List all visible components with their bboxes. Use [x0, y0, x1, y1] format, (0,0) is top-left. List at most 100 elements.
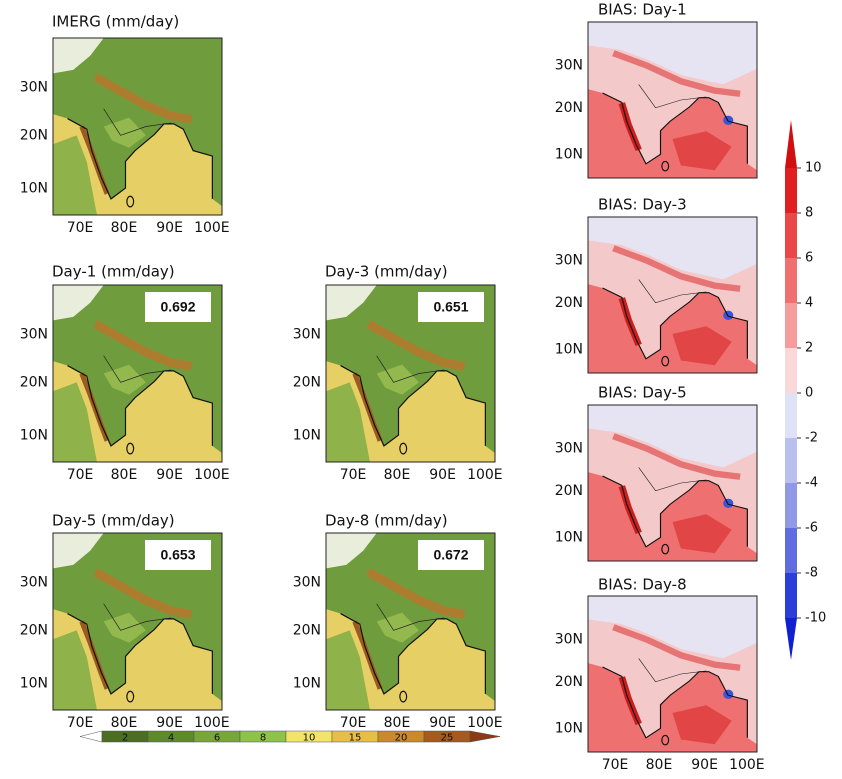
lon-label: 90E: [156, 467, 183, 483]
colorbar-segment: [785, 213, 797, 258]
score: 0.651: [433, 299, 468, 315]
lat-label: 10N: [20, 427, 48, 443]
panel-title: BIAS: Day-3: [598, 196, 687, 214]
colorbar-label: 6: [214, 733, 220, 744]
map-bias: [588, 22, 757, 178]
lat-label: 30N: [20, 327, 48, 343]
colorbar-label: 8: [805, 206, 813, 221]
lon-label: 90E: [429, 467, 456, 483]
lat-label: 20N: [293, 374, 321, 390]
lat-label: 30N: [293, 327, 321, 343]
lat-label: 30N: [293, 575, 321, 591]
lat-label: 20N: [20, 127, 48, 143]
panel-title: Day-5 (mm/day): [52, 512, 175, 530]
lat-label: 10N: [555, 342, 583, 358]
colorbar-segment: [785, 303, 797, 348]
lat-label: 10N: [293, 427, 321, 443]
colorbar-label: 10: [303, 733, 316, 744]
colorbar-label: -4: [805, 476, 818, 491]
lon-label: 70E: [340, 715, 367, 731]
lon-label: 100E: [467, 467, 503, 483]
lat-label: 10N: [555, 530, 583, 546]
colorbar-arrow: [785, 120, 797, 168]
map-frame: [52, 532, 223, 711]
lon-label: 100E: [729, 757, 765, 773]
colorbar-segment: [785, 168, 797, 213]
colorbar-arrow: [785, 618, 797, 660]
panel-title: BIAS: Day-1: [598, 1, 687, 19]
lat-label: 30N: [555, 441, 583, 457]
lon-label: 100E: [194, 467, 230, 483]
lat-label: 20N: [20, 622, 48, 638]
panel-title: Day-3 (mm/day): [325, 263, 448, 281]
lon-label: 80E: [111, 715, 138, 731]
lat-label: 20N: [555, 100, 583, 116]
map-frame: [325, 284, 496, 463]
map-frame: [52, 284, 223, 463]
lat-label: 30N: [20, 575, 48, 591]
lon-label: 80E: [384, 715, 411, 731]
lon-label: 80E: [646, 757, 673, 773]
panel-title: BIAS: Day-5: [598, 384, 687, 402]
lon-label: 100E: [194, 220, 230, 236]
lon-label: 90E: [156, 220, 183, 236]
lon-label: 80E: [384, 467, 411, 483]
lat-label: 10N: [293, 675, 321, 691]
score: 0.653: [160, 547, 195, 563]
lon-label: 100E: [467, 715, 503, 731]
map-frame: [52, 37, 223, 216]
lat-label: 10N: [555, 147, 583, 163]
lat-label: 10N: [20, 675, 48, 691]
map-bias: [588, 405, 757, 561]
score-box: [418, 292, 484, 322]
lat-label: 10N: [20, 180, 48, 196]
lon-label: 90E: [429, 715, 456, 731]
score-box: [145, 292, 211, 322]
colorbar-label: -10: [805, 611, 826, 626]
lat-label: 20N: [20, 374, 48, 390]
colorbar-label: 4: [168, 733, 174, 744]
lat-label: 10N: [555, 721, 583, 737]
colorbar-label: 0: [805, 386, 813, 401]
colorbar-arrow: [469, 730, 501, 743]
colorbar-label: 2: [805, 341, 813, 356]
colorbar-segment: [785, 573, 797, 618]
colorbar-segment: [785, 528, 797, 573]
map-precip: [53, 38, 222, 215]
score: 0.672: [433, 547, 468, 563]
panel-title: Day-8 (mm/day): [325, 512, 448, 530]
colorbar-label: 10: [805, 161, 822, 176]
colorbar-segment: [785, 393, 797, 438]
map-frame: [325, 532, 496, 711]
lon-label: 70E: [67, 715, 94, 731]
map-frame: [587, 216, 758, 374]
lon-label: 70E: [67, 467, 94, 483]
map-frame: [587, 595, 758, 753]
colorbar-label: 15: [349, 733, 362, 744]
lon-label: 90E: [691, 757, 718, 773]
colorbar-segment: [785, 483, 797, 528]
colorbar-segment: [785, 348, 797, 393]
colorbar-segment: [785, 438, 797, 483]
map-bias: [588, 596, 757, 752]
lat-label: 20N: [555, 483, 583, 499]
colorbar-label: -8: [805, 566, 818, 581]
colorbar-label: 2: [122, 733, 128, 744]
lat-label: 30N: [555, 632, 583, 648]
lat-label: 30N: [555, 58, 583, 74]
lon-label: 100E: [194, 715, 230, 731]
colorbar-label: 6: [805, 251, 813, 266]
lon-label: 70E: [602, 757, 629, 773]
colorbar-label: 8: [260, 733, 266, 744]
colorbar-segment: [785, 258, 797, 303]
lon-label: 90E: [156, 715, 183, 731]
lat-label: 20N: [555, 674, 583, 690]
score-box: [418, 540, 484, 570]
map-frame: [587, 404, 758, 562]
score: 0.692: [160, 299, 195, 315]
lat-label: 30N: [20, 80, 48, 96]
colorbar-arrow: [79, 730, 103, 743]
colorbar-label: 4: [805, 296, 813, 311]
colorbar-label: 20: [395, 733, 408, 744]
